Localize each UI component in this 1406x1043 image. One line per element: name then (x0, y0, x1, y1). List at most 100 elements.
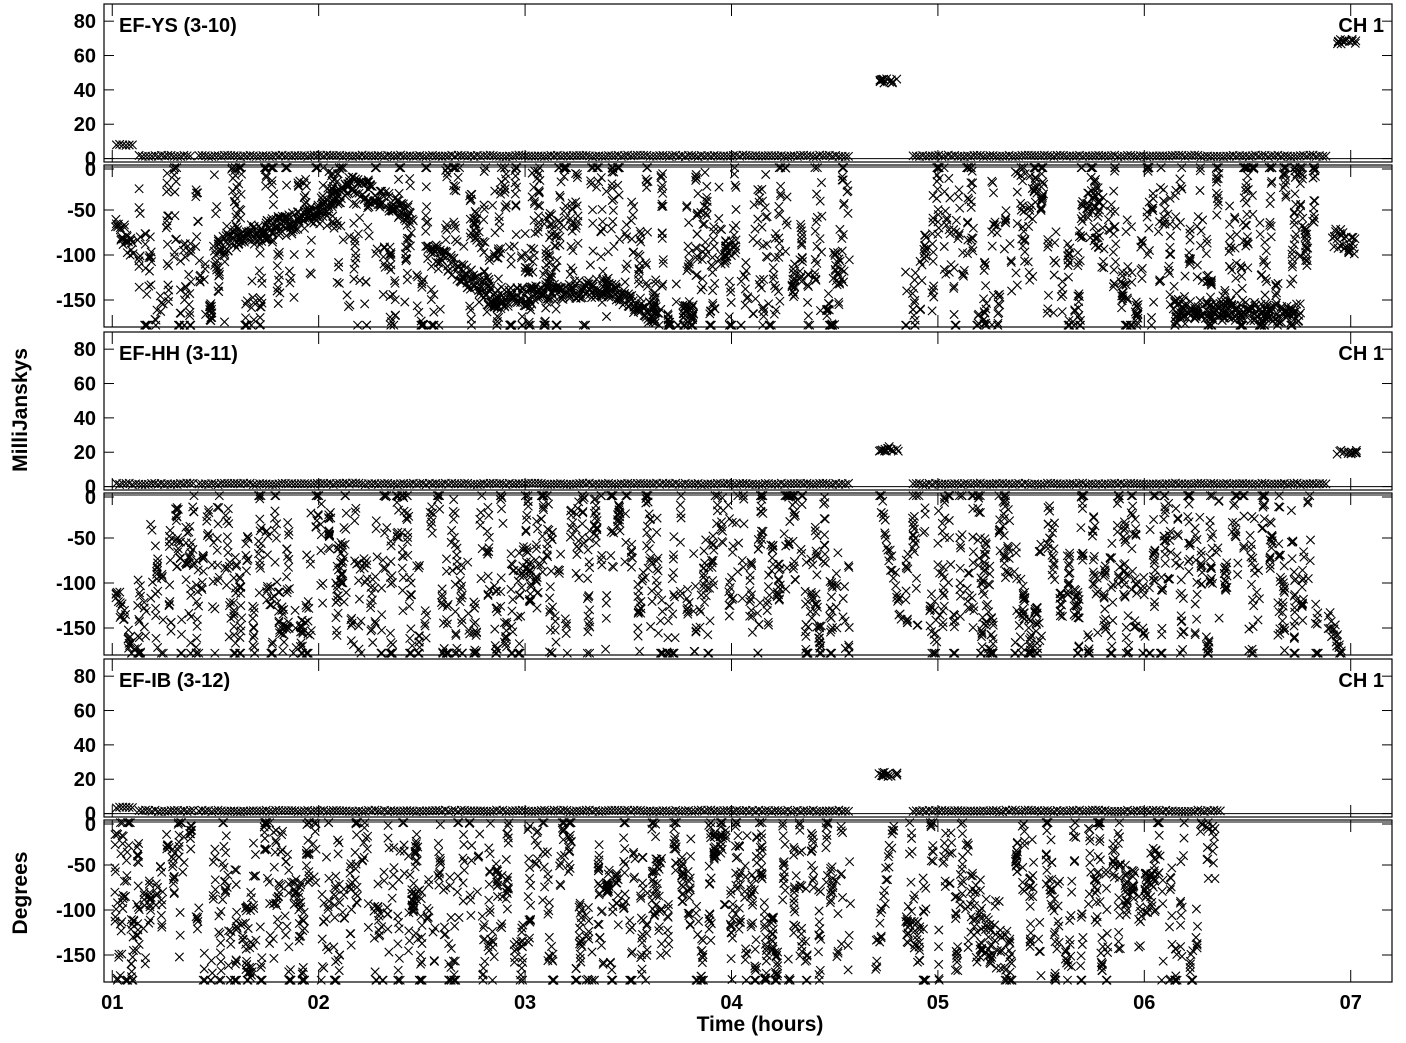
phase-point (1012, 219, 1022, 229)
phase-point (447, 565, 458, 576)
amplitude-point (293, 151, 303, 161)
phase-point (476, 574, 486, 584)
phase-point (372, 244, 382, 254)
phase-point (232, 560, 242, 570)
phase-point (170, 187, 180, 197)
phase-point (521, 527, 531, 537)
phase-point (145, 232, 155, 242)
phase-point (642, 227, 653, 237)
phase-point (396, 163, 406, 173)
phase-point (514, 548, 524, 558)
phase-point (560, 163, 570, 173)
phase-point (272, 598, 282, 609)
phase-point (534, 169, 544, 179)
phase-point (534, 187, 544, 197)
phase-point (484, 256, 494, 266)
phase-point (1180, 271, 1190, 281)
phase-point (293, 180, 303, 190)
phase-point (186, 244, 196, 254)
phase-point (170, 247, 180, 257)
phase-point (748, 309, 758, 319)
phase-point (306, 508, 316, 518)
phase-point (385, 291, 395, 302)
phase-point (146, 280, 156, 290)
phase-point (1144, 223, 1154, 233)
phase-point (191, 185, 201, 195)
phase-point (222, 580, 232, 590)
phase-point (551, 637, 561, 647)
phase-point (565, 532, 575, 542)
phase-point (493, 274, 503, 284)
phase-point (724, 312, 734, 322)
phase-point (368, 637, 378, 648)
amplitude-point (1332, 449, 1342, 459)
phase-point (1028, 271, 1038, 281)
phase-point (1048, 308, 1059, 318)
phase-point (1095, 205, 1105, 215)
phase-point (200, 264, 210, 274)
phase-point (134, 184, 144, 194)
phase-point (222, 532, 232, 542)
phase-point (247, 276, 257, 286)
phase-point (282, 572, 292, 582)
amplitude-point (1145, 151, 1155, 161)
phase-point (745, 576, 755, 586)
amplitude-point (182, 151, 192, 161)
phase-point (506, 320, 516, 330)
phase-point (628, 210, 638, 220)
phase-point (1308, 173, 1318, 183)
phase-point (701, 244, 711, 254)
phase-point (213, 519, 223, 529)
phase-point (988, 188, 999, 198)
phase-point (714, 182, 724, 192)
phase-point (1230, 212, 1240, 222)
phase-point (393, 174, 404, 184)
phase-point (944, 173, 954, 183)
phase-point (545, 593, 555, 603)
phase-point (220, 257, 230, 267)
phase-point (141, 229, 151, 239)
phase-point (609, 241, 619, 251)
phase-point (212, 265, 222, 275)
phase-point (602, 590, 612, 601)
phase-point (506, 259, 516, 269)
phase-point (540, 317, 550, 327)
phase-point (1043, 290, 1054, 300)
phase-point (669, 532, 679, 542)
phase-point (318, 598, 328, 608)
phase-point (370, 163, 381, 173)
phase-point (524, 254, 534, 264)
phase-point (1117, 303, 1127, 313)
phase-point (370, 572, 380, 582)
phase-point (1051, 258, 1061, 268)
amplitude-series (111, 34, 1361, 162)
phase-point (324, 167, 334, 177)
phase-point (185, 311, 195, 321)
phase-point (490, 186, 500, 196)
amplitude-point (280, 151, 290, 161)
phase-point (608, 562, 619, 572)
phase-point (556, 549, 566, 559)
phase-point (1153, 227, 1164, 237)
phase-point (356, 648, 366, 658)
phase-point (524, 317, 534, 327)
phase-point (531, 540, 541, 550)
phase-point (427, 320, 437, 330)
phase-point (135, 232, 145, 242)
phase-point (147, 577, 158, 587)
phase-point (559, 171, 569, 182)
phase-point (910, 275, 920, 285)
phase-point (979, 294, 989, 304)
phase-point (901, 267, 911, 277)
phase-point (214, 267, 224, 277)
phase-point (667, 574, 677, 584)
phase-point (559, 206, 569, 216)
phase-point (513, 648, 523, 658)
phase-point (1296, 199, 1306, 209)
amplitude-point (111, 140, 121, 150)
channel-label: CH 1 (1338, 343, 1384, 365)
phase-point (588, 246, 598, 256)
amplitude-point (523, 151, 534, 161)
phase-point (193, 217, 203, 227)
amplitude-y-40-label: 40 (74, 80, 96, 102)
